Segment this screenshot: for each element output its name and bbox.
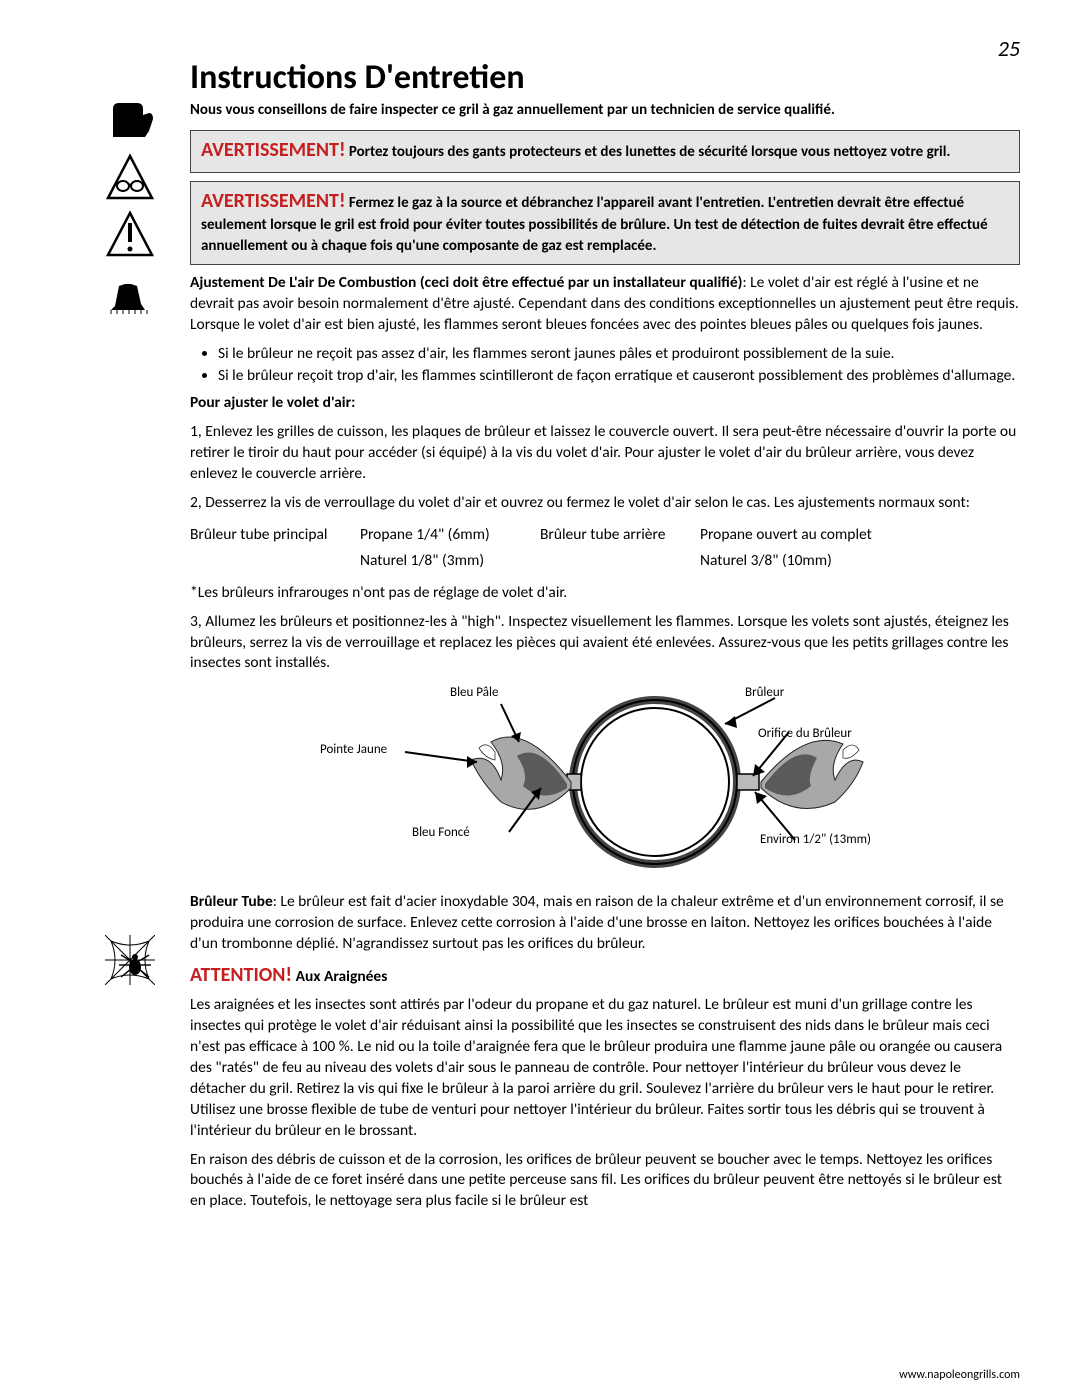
adjust-label: Pour ajuster le volet d'air: xyxy=(190,393,1020,414)
air-adjust-heading: Ajustement De L'air De Combustion (ceci … xyxy=(190,273,743,292)
attention-para-2: En raison des débris de cuisson et de la… xyxy=(190,1150,1020,1213)
warning-title: AVERTISSEMENT! xyxy=(201,138,345,162)
glove-icon xyxy=(105,95,155,145)
label-pointe-jaune: Pointe Jaune xyxy=(320,742,387,757)
spider-icon-col xyxy=(105,935,165,992)
hot-surface-icon xyxy=(105,209,155,259)
label-bruleur: Brûleur xyxy=(745,685,784,700)
cell xyxy=(190,548,360,574)
table-row: Brûleur tube principal Propane 1/4" (6mm… xyxy=(190,522,1020,548)
warning-text: Portez toujours des gants protecteurs et… xyxy=(349,143,951,161)
safety-icons-top xyxy=(105,95,165,323)
cell: Propane ouvert au complet xyxy=(700,522,930,548)
warning-box-1: AVERTISSEMENT! Portez toujours des gants… xyxy=(190,130,1020,173)
attention-heading: ATTENTION! Aux Araignées xyxy=(190,963,1020,987)
cell: Naturel 1/8" (3mm) xyxy=(360,548,540,574)
cell: Naturel 3/8" (10mm) xyxy=(700,548,930,574)
cell: Brûleur tube principal xyxy=(190,522,360,548)
label-gap: Environ 1/2" (13mm) xyxy=(760,832,871,847)
step-2: 2, Desserrez la vis de verroullage du vo… xyxy=(190,493,1020,514)
step-1: 1, Enlevez les grilles de cuisson, les p… xyxy=(190,422,1020,485)
label-bleu-fonce: Bleu Foncé xyxy=(412,825,470,840)
list-item: Si le brûleur reçoit trop d'air, les fla… xyxy=(218,366,1020,387)
air-adjust-intro: Ajustement De L'air De Combustion (ceci … xyxy=(190,273,1020,336)
list-item: Si le brûleur ne reçoit pas assez d'air,… xyxy=(218,344,1020,365)
cell xyxy=(540,548,700,574)
label-orifice: Orifice du Brûleur xyxy=(758,726,852,741)
warning-box-2: AVERTISSEMENT! Fermez le gaz à la source… xyxy=(190,181,1020,265)
label-bleu-pale: Bleu Pâle xyxy=(450,685,498,700)
tube-section: Brûleur Tube: Le brûleur est fait d'acie… xyxy=(190,892,1020,955)
air-adjust-bullets: Si le brûleur ne reçoit pas assez d'air,… xyxy=(190,344,1020,388)
burn-hand-icon xyxy=(105,266,155,316)
goggles-icon xyxy=(105,152,155,202)
intro-text: Nous vous conseillons de faire inspecter… xyxy=(190,100,1020,120)
document-page: 25 Instructions D'entretien xyxy=(0,0,1080,1397)
table-row: Naturel 1/8" (3mm) Naturel 3/8" (10mm) xyxy=(190,548,1020,574)
adjustment-table: Brûleur tube principal Propane 1/4" (6mm… xyxy=(190,522,1020,575)
page-number: 25 xyxy=(998,35,1020,62)
warning-title: AVERTISSEMENT! xyxy=(201,189,345,213)
infrared-note: *Les brûleurs infrarouges n'ont pas de r… xyxy=(190,583,1020,604)
burner-diagram-svg xyxy=(295,682,915,882)
step-3: 3, Allumez les brûleurs et positionnez-l… xyxy=(190,612,1020,675)
page-title: Instructions D'entretien xyxy=(190,57,1020,98)
flame-diagram: Bleu Pâle Pointe Jaune Bleu Foncé Brûleu… xyxy=(190,682,1020,882)
tube-body: : Le brûleur est fait d'acier inoxydable… xyxy=(190,892,1004,953)
attention-sub: Aux Araignées xyxy=(296,967,388,986)
cell: Propane 1/4" (6mm) xyxy=(360,522,540,548)
tube-heading: Brûleur Tube xyxy=(190,892,273,911)
attention-title: ATTENTION! xyxy=(190,963,292,987)
attention-para-1: Les araignées et les insectes sont attir… xyxy=(190,995,1020,1141)
main-content: Instructions D'entretien Nous vous conse… xyxy=(190,57,1020,1212)
footer-url: www.napoleongrills.com xyxy=(899,1368,1020,1382)
cell: Brûleur tube arrière xyxy=(540,522,700,548)
spider-icon xyxy=(105,935,155,985)
